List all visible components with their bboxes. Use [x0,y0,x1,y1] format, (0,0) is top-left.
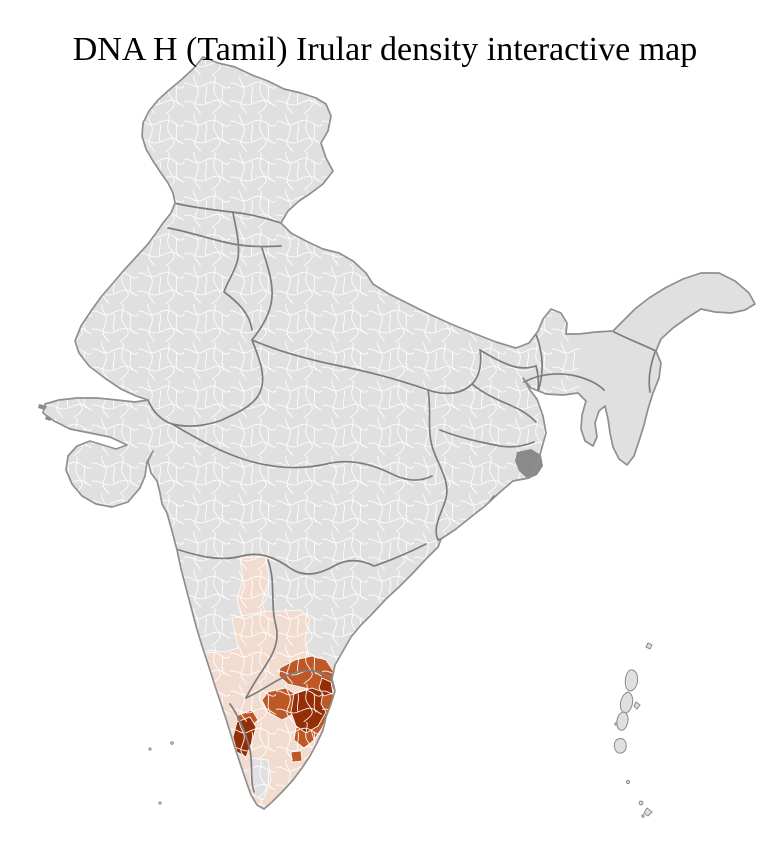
lakshadweep-islands[interactable] [148,741,174,805]
coastline [42,56,756,810]
kutch-marsh-flecks [38,404,52,421]
sundarbans-delta [515,449,543,479]
district-borders-overlay [43,57,580,809]
andaman-nicobar-islands[interactable] [613,642,653,818]
page-title: DNA H (Tamil) Irular density interactive… [72,30,698,68]
state-borders [147,202,659,793]
